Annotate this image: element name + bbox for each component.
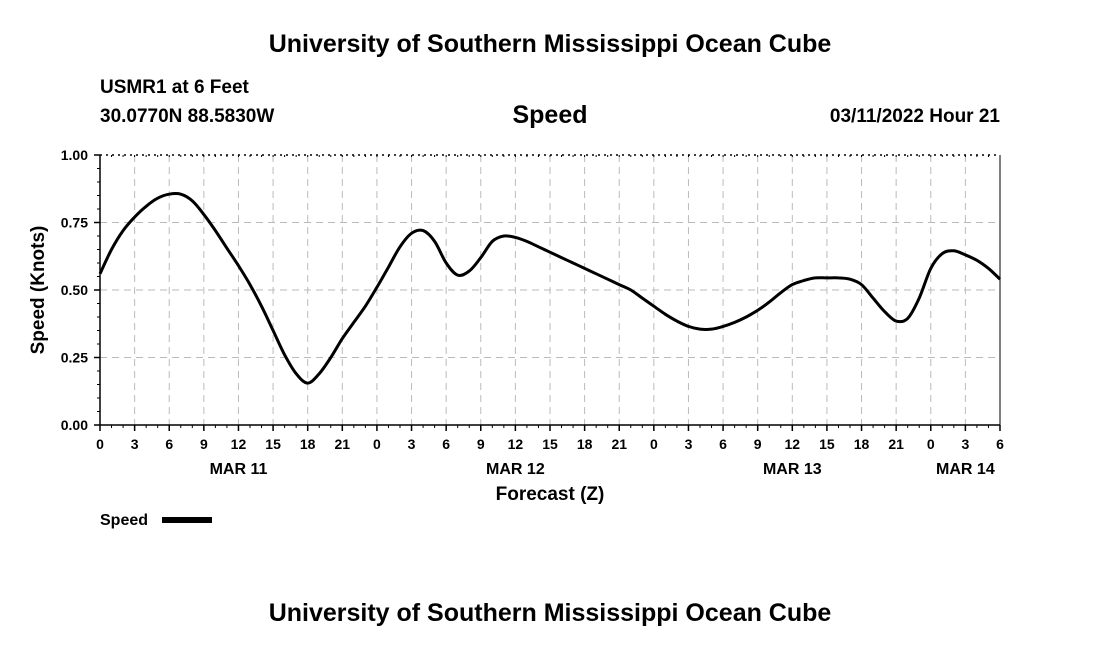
date-label: MAR 14 [936, 461, 995, 478]
y-tick-label: 1.00 [61, 147, 88, 163]
x-axis-ticks: 0 3 6 9 12 15 18 21 0 3 6 9 12 15 18 21 0 3 6 9 12 15 18 21 0 3 6 [96, 155, 1004, 452]
y-axis-ticks: 0.00 0.25 0.50 0.75 1.00 [61, 147, 100, 433]
x-tick-label: 6 [165, 436, 173, 452]
x-tick-label: 9 [200, 436, 208, 452]
series-line-speed [98, 191, 1002, 385]
x-tick-label: 15 [542, 436, 558, 452]
x-tick-label: 3 [408, 436, 416, 452]
y-axis-label: Speed (Knots) [28, 226, 49, 355]
x-tick-label: 21 [335, 436, 351, 452]
x-tick-label: 9 [754, 436, 762, 452]
x-tick-label: 18 [577, 436, 593, 452]
date-labels: MAR 11 MAR 12 MAR 13 MAR 14 [210, 461, 995, 478]
x-tick-label: 15 [819, 436, 835, 452]
station-label: USMR1 at 6 Feet [100, 77, 249, 98]
x-tick-label: 9 [477, 436, 485, 452]
date-label: MAR 12 [486, 461, 545, 478]
date-label: MAR 13 [763, 461, 822, 478]
x-tick-label: 12 [231, 436, 247, 452]
issued-time: 03/11/2022 Hour 21 [829, 106, 1000, 127]
coordinates-label: 30.0770N 88.5830W [100, 106, 275, 127]
x-tick-label: 6 [719, 436, 727, 452]
x-tick-label: 18 [300, 436, 316, 452]
variable-title: Speed [512, 101, 588, 129]
y-tick-label: 0.00 [61, 417, 88, 433]
series-group [98, 191, 1002, 385]
legend-label: Speed [100, 512, 148, 529]
x-tick-label: 3 [685, 436, 693, 452]
x-tick-label: 18 [854, 436, 870, 452]
x-tick-label: 12 [785, 436, 801, 452]
x-tick-label: 3 [961, 436, 969, 452]
x-tick-label: 21 [611, 436, 627, 452]
x-tick-label: 6 [442, 436, 450, 452]
y-tick-label: 0.25 [61, 350, 88, 366]
x-tick-label: 0 [96, 436, 104, 452]
x-tick-label: 12 [508, 436, 524, 452]
chart-title: University of Southern Mississippi Ocean… [268, 30, 832, 58]
x-tick-label: 6 [996, 436, 1004, 452]
x-tick-label: 0 [373, 436, 381, 452]
date-label: MAR 11 [210, 461, 268, 478]
y-tick-label: 0.75 [61, 215, 88, 231]
legend: Speed [100, 512, 212, 529]
x-tick-label: 21 [888, 436, 904, 452]
x-tick-label: 3 [131, 436, 139, 452]
x-tick-label: 15 [265, 436, 281, 452]
footer-title: University of Southern Mississippi Ocean… [268, 599, 832, 627]
x-tick-label: 0 [927, 436, 935, 452]
y-tick-label: 0.50 [61, 282, 88, 298]
x-tick-label: 0 [650, 436, 658, 452]
x-axis-label: Forecast (Z) [496, 484, 605, 505]
